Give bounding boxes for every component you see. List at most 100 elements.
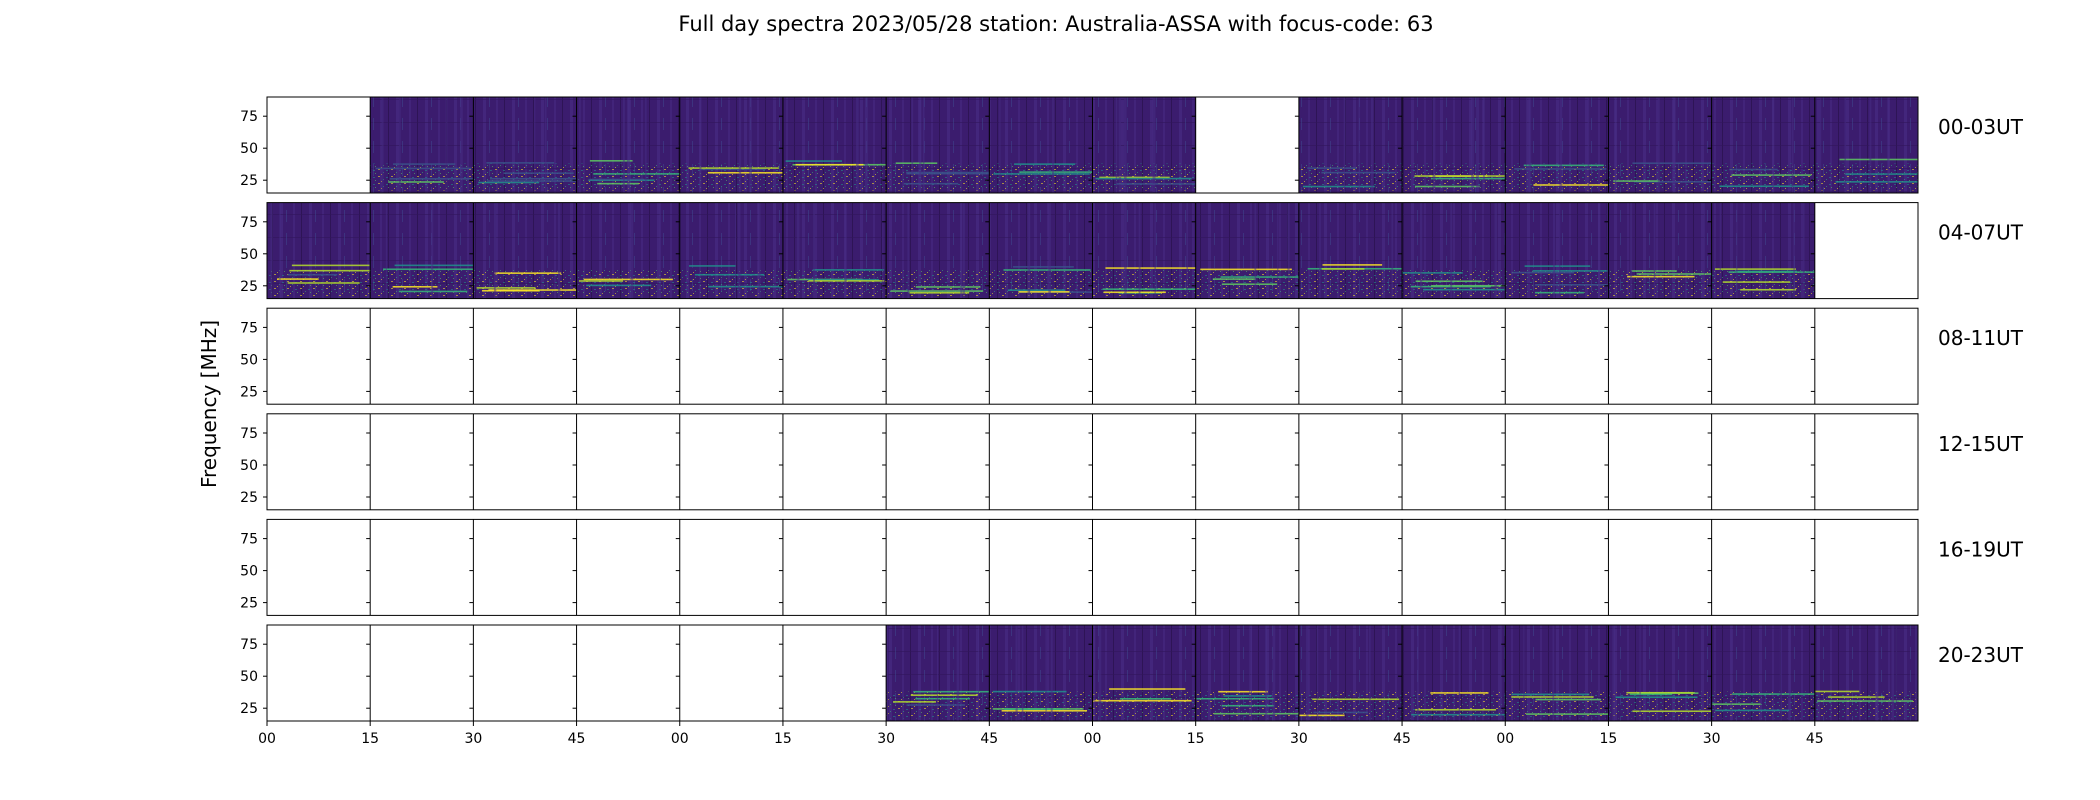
emission-line: [389, 178, 474, 180]
emission-line: [1719, 185, 1810, 188]
streak: [844, 202, 847, 299]
emission-line: [1299, 714, 1345, 717]
emission-line: [812, 269, 885, 271]
x-tick-label: 45: [1806, 731, 1824, 747]
emission-line: [1533, 184, 1609, 186]
emission-line: [1817, 700, 1913, 702]
row-frame: [266, 413, 1919, 511]
noise-band: [1814, 691, 1918, 719]
emission-line: [1627, 275, 1695, 278]
noise-band: [782, 163, 887, 191]
streak: [734, 202, 737, 299]
noise-band: [1711, 691, 1815, 719]
x-tick-label: 00: [258, 731, 276, 747]
emission-line: [1835, 181, 1918, 183]
emission-line: [1414, 185, 1480, 188]
streak: [1272, 625, 1276, 721]
streak: [1639, 625, 1641, 721]
streak: [1186, 202, 1189, 299]
emission-line: [394, 264, 474, 267]
emission-line: [1321, 171, 1396, 174]
emission-line: [807, 278, 880, 281]
streak: [1653, 202, 1656, 299]
emission-line: [1511, 693, 1590, 696]
emission-line: [1099, 176, 1170, 179]
emission-line: [1019, 171, 1093, 173]
emission-line: [1001, 709, 1088, 712]
streak: [1730, 625, 1732, 721]
y-tick-label: 75: [240, 320, 258, 336]
streak: [622, 97, 625, 193]
streak: [1597, 202, 1601, 299]
streak: [1875, 625, 1879, 721]
streak: [922, 97, 925, 193]
emission-line: [1626, 691, 1694, 694]
emission-line: [1511, 696, 1594, 698]
streak: [270, 202, 273, 299]
emission-line: [1844, 173, 1918, 175]
y-tick-label: 75: [240, 532, 258, 548]
emission-line: [291, 264, 370, 267]
noise-band: [1298, 691, 1403, 719]
noise-band: [1505, 269, 1609, 297]
emission-line: [1004, 708, 1062, 710]
emission-line: [1731, 174, 1812, 176]
emission-line: [1307, 167, 1358, 169]
streak: [1587, 97, 1590, 193]
emission-line: [1415, 708, 1496, 711]
y-tick-label: 75: [240, 426, 258, 442]
emission-line: [1322, 264, 1383, 266]
streak: [1250, 625, 1253, 721]
streak: [956, 625, 960, 721]
emission-line: [893, 701, 936, 703]
emission-line: [1634, 181, 1712, 183]
y-tick-label: 50: [240, 352, 258, 368]
noise-band: [473, 163, 577, 191]
emission-line: [486, 162, 555, 164]
streak: [737, 202, 741, 299]
emission-line: [1102, 288, 1196, 290]
streak: [1793, 202, 1795, 299]
row-label: 12-15UT: [1938, 432, 2024, 456]
emission-line: [1839, 158, 1918, 161]
emission-line: [913, 690, 990, 693]
streak: [978, 625, 980, 721]
emission-line: [1116, 183, 1196, 185]
emission-line: [589, 178, 645, 181]
streak: [699, 97, 702, 193]
row-label: 00-03UT: [1938, 115, 2024, 139]
streak: [757, 202, 761, 299]
streak: [1118, 97, 1122, 193]
y-tick-label: 25: [240, 384, 258, 400]
emission-line: [1302, 185, 1375, 188]
streak: [749, 97, 752, 193]
emission-line: [287, 273, 338, 276]
streak: [460, 97, 463, 193]
emission-line: [1535, 284, 1609, 286]
x-axis-ticks: 00 15 30 45 00 15 30 45 00 15 30 45 00 15 30 45: [258, 721, 1824, 747]
streak: [1819, 97, 1822, 193]
emission-line: [689, 265, 736, 267]
emission-line: [1223, 695, 1272, 697]
x-tick-label: 15: [1187, 731, 1205, 747]
emission-line: [785, 160, 842, 162]
emission-line: [1613, 180, 1660, 182]
noise-band: [989, 691, 1093, 719]
streak: [578, 97, 581, 193]
emission-line: [1411, 713, 1506, 716]
streak: [1630, 202, 1633, 299]
streak: [1316, 625, 1319, 721]
row-frame: [266, 96, 1919, 194]
streak: [431, 202, 434, 299]
noise-band: [782, 269, 887, 297]
emission-line: [1221, 283, 1278, 285]
row-label: 04-07UT: [1938, 221, 2024, 245]
noise-band: [1092, 691, 1196, 719]
emission-line: [1732, 693, 1815, 695]
emission-line: [1095, 177, 1192, 180]
streak: [911, 97, 914, 193]
emission-line: [707, 171, 783, 174]
emission-line: [488, 289, 577, 291]
streak: [1370, 97, 1374, 193]
streak: [544, 97, 547, 193]
